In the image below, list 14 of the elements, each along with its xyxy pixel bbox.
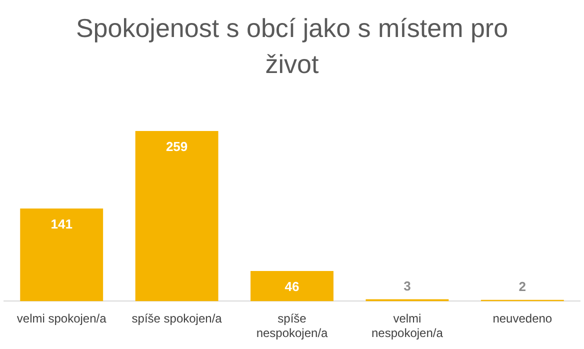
- data-label: 141: [50, 216, 72, 232]
- data-label: 3: [404, 278, 411, 294]
- x-tick-label: spíše spokojen/a: [132, 312, 222, 326]
- bar: [20, 208, 104, 302]
- bar: [135, 130, 218, 302]
- x-tick-label: spíše nespokojen/a: [256, 312, 328, 340]
- chart-title: Spokojenost s obcí jako s místem pro život: [74, 12, 510, 81]
- data-label: 46: [284, 279, 300, 294]
- x-tick-label: velmi nespokojen/a: [372, 312, 444, 340]
- data-label: 259: [166, 139, 188, 154]
- bar: [250, 270, 334, 302]
- data-label: 2: [518, 278, 526, 294]
- x-tick-label: neuvedeno: [492, 312, 552, 326]
- x-tick-label: velmi spokojen/a: [16, 312, 107, 326]
